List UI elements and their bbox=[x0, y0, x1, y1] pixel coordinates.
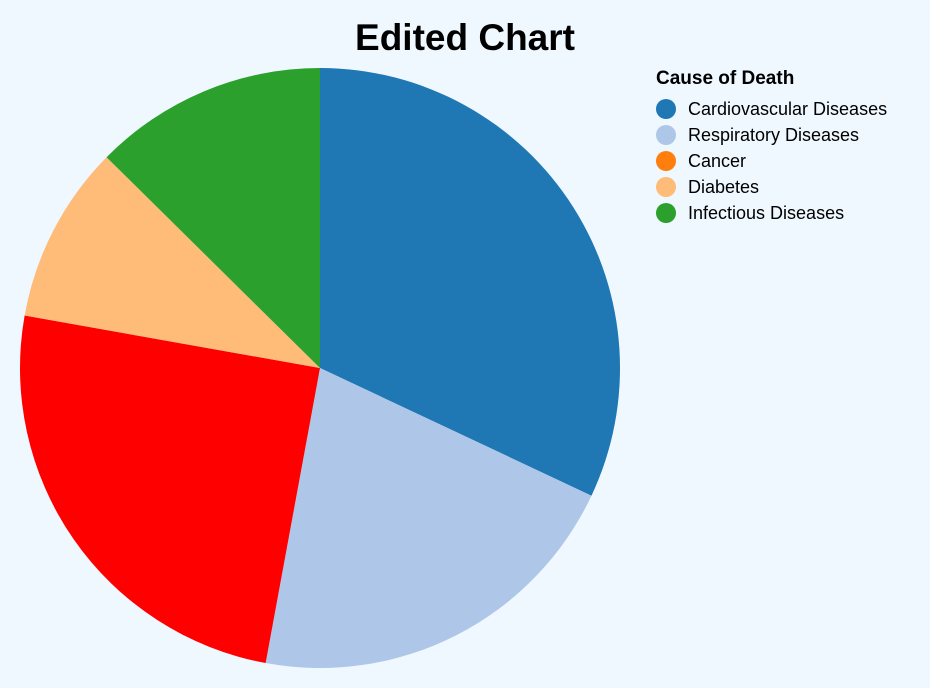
legend-item: Respiratory Diseases bbox=[656, 122, 926, 148]
legend-swatch bbox=[656, 125, 676, 145]
pie-slice-cardiovascular-diseases bbox=[320, 68, 621, 496]
legend-swatch bbox=[656, 99, 676, 119]
legend-item: Cardiovascular Diseases bbox=[656, 96, 926, 122]
pie-slice-respiratory-diseases bbox=[265, 368, 592, 668]
legend-label: Diabetes bbox=[688, 176, 760, 197]
legend-label: Cancer bbox=[688, 150, 747, 171]
pie-slice-cancer bbox=[19, 315, 320, 664]
legend-label: Respiratory Diseases bbox=[688, 124, 860, 145]
legend: Cause of Death Cardiovascular Diseases Re… bbox=[656, 66, 926, 226]
legend-title: Cause of Death bbox=[656, 68, 795, 89]
legend-label: Infectious Diseases bbox=[688, 202, 845, 223]
legend-label: Cardiovascular Diseases bbox=[688, 98, 888, 119]
legend-item: Diabetes bbox=[656, 174, 926, 200]
legend-swatch bbox=[656, 151, 676, 171]
pie-slice-diabetes bbox=[24, 157, 320, 368]
legend-item: Cancer bbox=[656, 148, 926, 174]
legend-item: Infectious Diseases bbox=[656, 200, 926, 226]
legend-items: Cardiovascular Diseases Respiratory Disea… bbox=[656, 96, 926, 226]
chart-title: Edited Chart bbox=[355, 17, 575, 58]
legend-swatch bbox=[656, 177, 676, 197]
legend-swatch bbox=[656, 203, 676, 223]
pie-slice-infectious-diseases bbox=[106, 68, 320, 368]
